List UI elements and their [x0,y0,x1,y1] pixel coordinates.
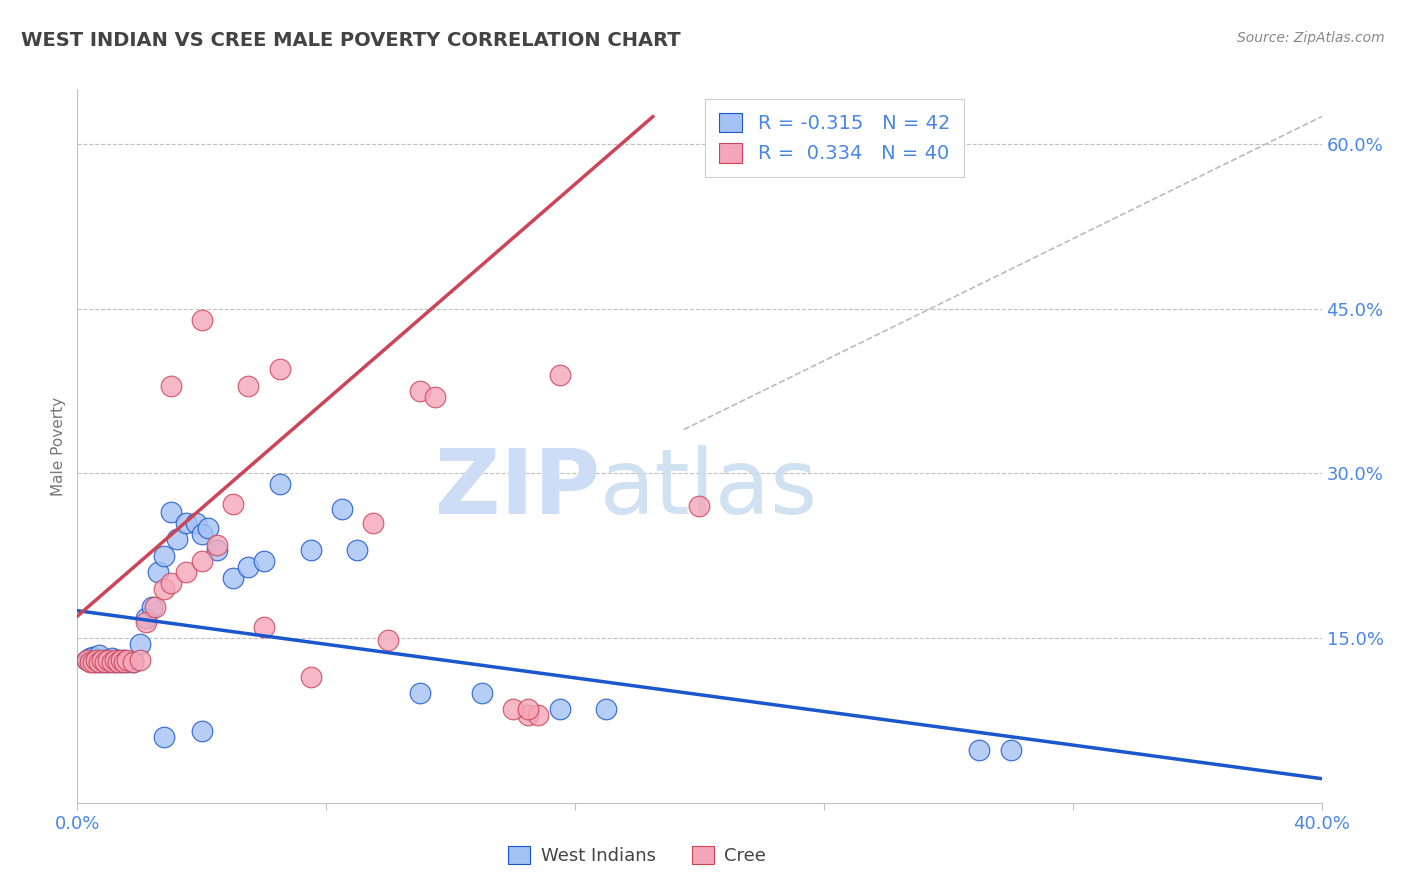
Point [100,651,122,665]
Point [135,615,157,629]
Point [423,390,446,404]
Point [76,653,98,667]
Point [91,653,114,667]
Point [87,655,110,669]
Point [153,549,176,563]
Point [191,724,214,739]
Point [207,543,229,558]
Point [689,500,711,514]
Point [115,653,138,667]
Point [76,653,98,667]
Y-axis label: Male Poverty: Male Poverty [51,396,66,496]
Point [191,312,214,326]
Point [94,653,117,667]
Point [253,620,276,634]
Point [269,362,291,376]
Point [79,651,101,665]
Point [969,743,991,757]
Text: atlas: atlas [600,445,818,533]
Point [94,655,117,669]
Point [222,497,245,511]
Point [299,669,322,683]
Point [191,554,214,568]
Point [128,653,150,667]
Point [159,378,181,392]
Point [408,384,430,398]
Point [141,600,163,615]
Point [159,505,181,519]
Point [166,533,188,547]
Point [79,655,101,669]
Point [408,686,430,700]
Point [471,686,494,700]
Point [207,538,229,552]
Point [91,655,114,669]
Point [159,576,181,591]
Point [346,543,368,558]
Point [143,600,166,615]
Point [238,378,260,392]
Point [100,655,122,669]
Point [548,368,571,382]
Text: WEST INDIAN VS CREE MALE POVERTY CORRELATION CHART: WEST INDIAN VS CREE MALE POVERTY CORRELA… [21,31,681,50]
Point [174,566,197,580]
Point [148,566,170,580]
Point [97,653,120,667]
Point [84,655,107,669]
Point [299,543,322,558]
Point [104,655,127,669]
Point [517,702,540,716]
Point [253,554,276,568]
Point [174,516,197,530]
Point [104,653,127,667]
Point [517,708,540,723]
Point [238,559,260,574]
Point [110,655,132,669]
Point [595,702,617,716]
Point [107,653,129,667]
Point [82,655,104,669]
Point [184,516,207,530]
Point [330,501,353,516]
Point [107,655,129,669]
Legend: West Indians, Cree: West Indians, Cree [501,838,773,872]
Point [110,653,132,667]
Point [1000,743,1022,757]
Point [128,637,150,651]
Point [122,655,145,669]
Point [135,611,157,625]
Point [84,653,107,667]
Point [191,526,214,541]
Point [222,571,245,585]
Point [87,648,110,662]
Point [153,582,176,596]
Point [115,655,138,669]
Point [269,477,291,491]
Point [548,702,571,716]
Text: ZIP: ZIP [434,445,600,533]
Point [82,649,104,664]
Point [361,516,384,530]
Point [112,653,135,667]
Point [197,521,219,535]
Point [122,655,145,669]
Point [153,730,176,744]
Point [377,633,399,648]
Point [112,655,135,669]
Point [526,708,548,723]
Point [97,655,120,669]
Text: Source: ZipAtlas.com: Source: ZipAtlas.com [1237,31,1385,45]
Point [502,702,524,716]
